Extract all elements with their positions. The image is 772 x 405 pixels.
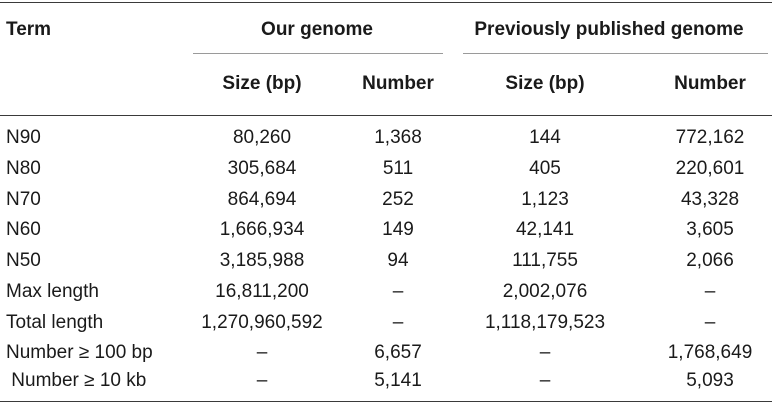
our-number-cell: 1,368 xyxy=(374,127,422,148)
prev-size-cell: 42,141 xyxy=(515,219,575,240)
prev-number-cell: 43,328 xyxy=(680,189,740,210)
prev-number-cell: 2,066 xyxy=(686,250,734,271)
our-size-cell: 305,684 xyxy=(227,158,297,179)
prev-number-cell: 5,093 xyxy=(686,370,734,391)
prev-size-cell: 1,123 xyxy=(521,189,569,210)
our-size-cell: 864,694 xyxy=(227,189,297,210)
prev-size-cell: – xyxy=(539,370,551,391)
our-number-cell: 5,141 xyxy=(374,370,422,391)
prev-number-cell: 220,601 xyxy=(675,158,745,179)
header-term: Term xyxy=(6,19,52,40)
our-number-cell: 149 xyxy=(382,219,414,240)
term-cell: Number ≥ 10 kb xyxy=(6,370,147,391)
bottom-rule xyxy=(0,401,772,402)
term-cell: Number ≥ 100 bp xyxy=(6,342,153,363)
our-size-cell: 3,185,988 xyxy=(219,250,305,271)
our-number-cell: – xyxy=(392,281,404,302)
header-our-size: Size (bp) xyxy=(222,73,302,94)
our-size-cell: 1,666,934 xyxy=(219,219,305,240)
term-cell: Total length xyxy=(6,312,104,333)
top-rule xyxy=(0,2,772,3)
term-cell: N50 xyxy=(6,250,41,271)
prev-size-cell: – xyxy=(539,342,551,363)
term-cell: N60 xyxy=(6,219,41,240)
prev-size-cell: 111,755 xyxy=(512,250,578,271)
prev-size-cell: 405 xyxy=(529,158,561,179)
header-previous-genome: Previously published genome xyxy=(474,19,744,40)
our-genome-underline xyxy=(193,53,443,54)
prev-size-cell: 1,118,179,523 xyxy=(484,312,606,333)
prev-number-cell: – xyxy=(704,281,716,302)
our-size-cell: 16,811,200 xyxy=(215,281,309,302)
our-number-cell: 6,657 xyxy=(374,342,422,363)
our-size-cell: – xyxy=(256,370,268,391)
our-size-cell: 1,270,960,592 xyxy=(201,312,323,333)
prev-number-cell: 772,162 xyxy=(675,127,745,148)
prev-size-cell: 144 xyxy=(529,127,561,148)
header-prev-number: Number xyxy=(674,73,746,94)
prev-number-cell: 1,768,649 xyxy=(667,342,753,363)
term-cell: N70 xyxy=(6,189,41,210)
term-cell: Max length xyxy=(6,281,99,302)
header-our-genome: Our genome xyxy=(261,19,373,40)
our-number-cell: 511 xyxy=(382,158,414,179)
our-size-cell: 80,260 xyxy=(232,127,292,148)
our-size-cell: – xyxy=(256,342,268,363)
our-number-cell: 94 xyxy=(387,250,409,271)
our-number-cell: 252 xyxy=(382,189,414,210)
prev-number-cell: – xyxy=(704,312,716,333)
term-cell: N80 xyxy=(6,158,41,179)
header-rule xyxy=(0,115,772,116)
prev-size-cell: 2,002,076 xyxy=(502,281,588,302)
our-number-cell: – xyxy=(392,312,404,333)
header-prev-size: Size (bp) xyxy=(505,73,585,94)
prev-number-cell: 3,605 xyxy=(686,219,734,240)
term-cell: N90 xyxy=(6,127,41,148)
previous-genome-underline xyxy=(463,53,768,54)
header-our-number: Number xyxy=(362,73,434,94)
